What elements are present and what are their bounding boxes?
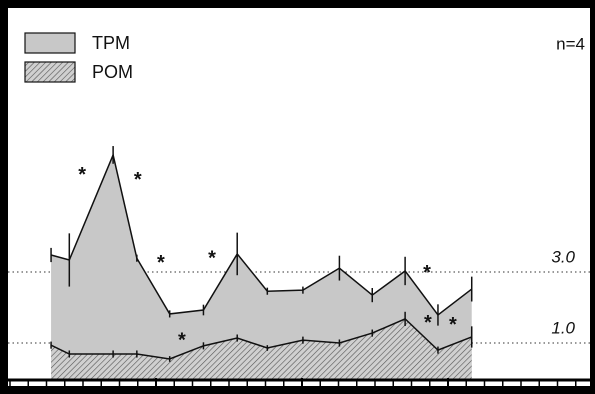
- significance-mark: *: [449, 314, 457, 336]
- series-line: [50, 152, 473, 317]
- significance-mark: *: [78, 164, 86, 186]
- legend-label: TPM: [92, 33, 130, 53]
- significance-mark: *: [208, 247, 216, 269]
- y-tick-label: 3.0: [551, 248, 575, 267]
- legend-label: POM: [92, 62, 133, 82]
- significance-mark: *: [134, 169, 142, 191]
- annotation: n=4: [556, 34, 585, 53]
- area-fill: [51, 154, 472, 379]
- significance-mark: *: [157, 252, 165, 274]
- legend-swatch: [24, 32, 76, 54]
- legend-swatch: [24, 61, 76, 83]
- series-line: [50, 317, 472, 360]
- significance-mark: *: [423, 262, 431, 284]
- area-fill: [51, 318, 472, 379]
- significance-mark: *: [178, 329, 186, 351]
- y-tick-label: 1.0: [551, 318, 575, 337]
- significance-mark: *: [424, 312, 432, 334]
